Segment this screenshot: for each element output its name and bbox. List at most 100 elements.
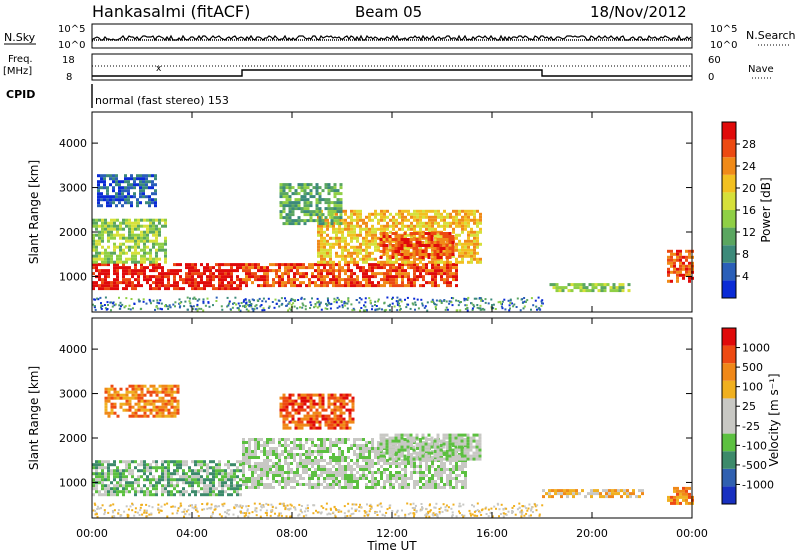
x-tick-label: 08:00 (276, 527, 308, 540)
colorbar-tick-label: 20 (742, 182, 756, 195)
colorbar-swatch (722, 398, 736, 416)
colorbar-swatch (722, 345, 736, 364)
cpid-label: CPID (6, 88, 35, 101)
scatter-region (279, 183, 343, 226)
velocity-ylabel: Slant Range [km] (27, 366, 41, 470)
colorbar-swatch (722, 262, 736, 281)
x-tick-label: 16:00 (476, 527, 508, 540)
colorbar-swatch (722, 227, 736, 246)
colorbar-tick-label: 8 (742, 248, 749, 261)
colorbar-tick-label: 100 (742, 381, 763, 394)
colorbar-swatch (722, 468, 736, 487)
colorbar-swatch (722, 380, 736, 399)
colorbar-swatch (722, 210, 736, 228)
velocity-colorbar-label: Velocity [m s⁻¹] (767, 373, 781, 466)
y-tick-label: 3000 (59, 388, 87, 401)
colorbar-swatch (722, 174, 736, 193)
colorbar-tick-label: 24 (742, 160, 756, 173)
scatter-region (97, 174, 157, 208)
colorbar-swatch (722, 139, 736, 158)
freq-scale-bottom: 8 (66, 72, 72, 83)
scatter-region (549, 283, 631, 293)
ground-scatter (92, 502, 544, 518)
y-tick-label: 2000 (59, 226, 87, 239)
colorbar-tick-label: -1000 (742, 478, 774, 491)
scatter-region (542, 489, 644, 499)
colorbar-swatch (722, 245, 736, 263)
nave-label: Nave (748, 64, 774, 75)
radar-title: Hankasalmi (fitACF) (92, 2, 250, 21)
y-tick-label: 2000 (59, 432, 87, 445)
power-ylabel: Slant Range [km] (27, 160, 41, 264)
nsky-trace (91, 34, 692, 43)
nave-scale-top: 60 (708, 55, 721, 66)
nsearch-scale-bottom: 10^0 (710, 40, 737, 51)
nsky-strip (91, 23, 693, 49)
scatter-region (242, 263, 458, 288)
velocity-x-ticks (91, 318, 693, 518)
colorbar-tick-label: 16 (742, 204, 756, 217)
x-tick-labels: 00:00 04:00 08:00 12:00 16:00 20:00 00:00 (76, 527, 708, 540)
colorbar-tick-label: 12 (742, 226, 756, 239)
power-y-ticks: 1000 2000 3000 4000 (59, 137, 692, 283)
colorbar-swatch (722, 157, 736, 175)
scatter-region (379, 433, 482, 461)
power-cells (92, 174, 694, 312)
velocity-y-ticks: 1000 2000 3000 4000 (59, 343, 692, 489)
colorbar-swatch (722, 363, 736, 381)
colorbar-tick-label: -25 (742, 420, 760, 433)
scatter-region (92, 460, 242, 497)
y-tick-label: 4000 (59, 137, 87, 150)
colorbar-tick-label: 500 (742, 361, 763, 374)
x-tick-label: 00:00 (76, 527, 108, 540)
nsearch-label: N.Search (746, 29, 796, 42)
colorbar-tick-label: 4 (742, 270, 749, 283)
velocity-panel: 1000 2000 3000 4000 (59, 317, 694, 519)
x-tick-label: 00:00 (676, 527, 708, 540)
colorbar-swatch (722, 328, 736, 346)
power-colorbar-label: Power [dB] (759, 177, 773, 242)
power-panel: 1000 2000 3000 4000 (59, 111, 694, 313)
scatter-region (92, 218, 167, 264)
power-x-ticks (91, 112, 693, 312)
colorbar-swatch (722, 486, 736, 504)
colorbar-tick-label: 25 (742, 400, 756, 413)
colorbar-swatch (722, 280, 736, 298)
colorbar-swatch (722, 122, 736, 140)
y-tick-label: 1000 (59, 270, 87, 283)
y-tick-label: 1000 (59, 476, 87, 489)
colorbar-swatch (722, 433, 736, 452)
date-label: 18/Nov/2012 (590, 3, 687, 21)
freq-unit: [MHz] (3, 66, 32, 77)
colorbar-swatch (722, 451, 736, 469)
velocity-cells (92, 384, 694, 518)
freq-label: Freq. (8, 54, 33, 65)
colorbar-tick-label: 1000 (742, 342, 770, 355)
x-tick-label: 20:00 (576, 527, 608, 540)
x-tick-label: 12:00 (376, 527, 408, 540)
scatter-region (279, 393, 355, 430)
nave-scale-bottom: 0 (708, 72, 714, 83)
colorbar-tick-label: -500 (742, 459, 767, 472)
y-tick-label: 4000 (59, 343, 87, 356)
freq-scale-top: 18 (62, 55, 75, 66)
colorbar-swatch (722, 192, 736, 210)
nsky-scale-bottom: 10^0 (58, 40, 85, 51)
power-colorbar: 4 8 12 16 20 24 28 (721, 121, 756, 299)
cpid-text: normal (fast stereo) 153 (95, 94, 229, 107)
nsearch-scale-top: 10^5 (710, 24, 737, 35)
freq-marker: x (156, 64, 162, 74)
colorbar-swatch (722, 416, 736, 434)
velocity-colorbar: 1000 500 100 25 -25 -100 -500 -1000 (721, 327, 774, 505)
x-axis-label: Time UT (366, 539, 417, 553)
scatter-region (104, 384, 180, 418)
beam-label: Beam 05 (355, 3, 422, 21)
colorbar-tick-label: -100 (742, 439, 767, 452)
x-tick-label: 04:00 (176, 527, 208, 540)
scatter-region (379, 232, 455, 259)
colorbar-frame (721, 327, 737, 505)
ground-scatter (92, 296, 544, 312)
nsky-scale-top: 10^5 (58, 24, 85, 35)
colorbar-tick-label: 28 (742, 138, 756, 151)
